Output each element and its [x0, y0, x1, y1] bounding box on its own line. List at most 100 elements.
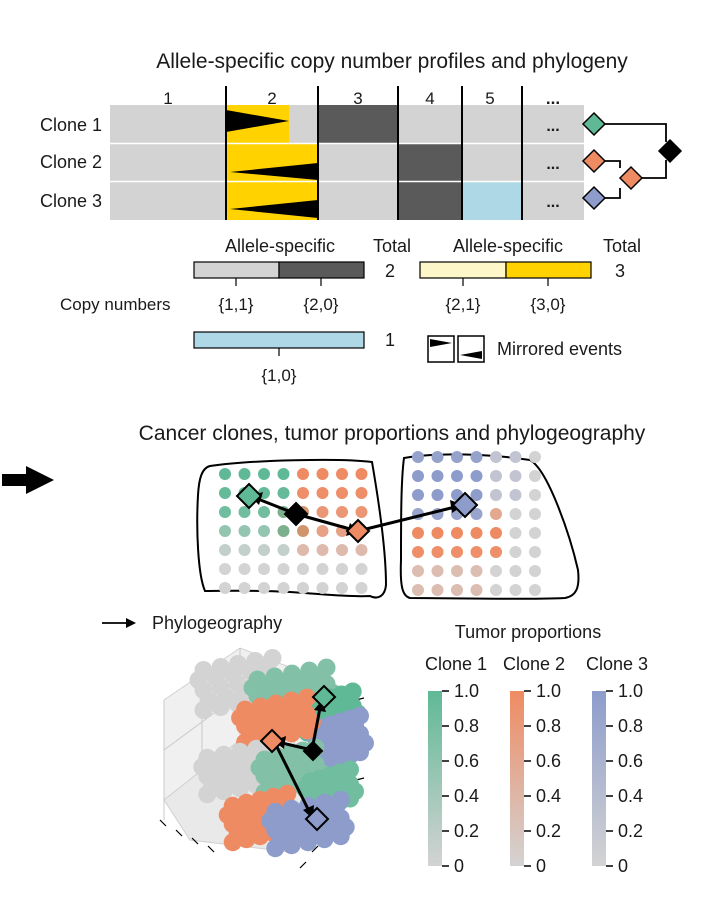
- spot: [490, 565, 502, 577]
- spot: [431, 470, 444, 482]
- map-clone2-diamond-icon: [345, 518, 371, 544]
- colorbar-tick-label: 0.2: [454, 821, 479, 841]
- spot: [238, 544, 251, 556]
- spot: [219, 506, 231, 518]
- segment-labels: 1 2 3 4 5 ...: [163, 89, 560, 108]
- spot: [258, 544, 270, 556]
- colorbar-tick-label: 1.0: [454, 681, 479, 701]
- top-title: Allele-specific copy number profiles and…: [156, 50, 628, 73]
- spot: [529, 527, 541, 539]
- point: [223, 833, 242, 852]
- spot: [431, 565, 444, 577]
- colorbar-tick-label: 0: [536, 856, 546, 876]
- spot: [258, 506, 270, 518]
- spot: [470, 489, 483, 501]
- colorbar-tick-label: 0.8: [536, 716, 561, 736]
- legend-swatch-11: [193, 261, 280, 279]
- spot: [297, 582, 309, 594]
- legend-swatch-10: [193, 331, 365, 349]
- spot-grid-left: [219, 468, 368, 594]
- spot: [316, 525, 329, 537]
- spot: [355, 468, 368, 480]
- spot: [470, 527, 483, 539]
- clone-label-3: Clone 3: [40, 191, 102, 211]
- colorbar-clone1: [428, 691, 442, 866]
- colorbar-tick-label: 1.0: [618, 681, 643, 701]
- spot: [431, 584, 444, 596]
- spot: [412, 489, 424, 501]
- wedge-clone2-seg2: [230, 163, 318, 180]
- point: [231, 779, 249, 798]
- spot: [412, 546, 424, 558]
- root-diamond-icon: [657, 138, 683, 164]
- spot: [412, 451, 424, 463]
- ellipsis-clone1: ...: [546, 118, 559, 135]
- colorbar-tick-label: 0.4: [536, 786, 561, 806]
- spot: [451, 584, 463, 596]
- 3d-clone1-diamond-icon: [311, 684, 337, 710]
- spot: [316, 544, 329, 556]
- spot: [490, 546, 502, 558]
- tumor-proportions-title: Tumor proportions: [455, 622, 601, 642]
- cell-clone2-seg4: [398, 144, 462, 181]
- clone-label-1: Clone 1: [40, 115, 102, 135]
- spot: [412, 527, 424, 539]
- spot: [316, 487, 329, 499]
- tumor-proportions: Tumor proportions Clone 1 Clone 2 Clone …: [425, 622, 648, 876]
- spot: [277, 563, 290, 575]
- spot: [490, 508, 502, 520]
- spot: [297, 525, 309, 537]
- spot: [509, 565, 522, 577]
- spot: [219, 487, 231, 499]
- spot: [297, 563, 309, 575]
- wedge-clone3-seg2: [230, 200, 318, 218]
- spot: [258, 468, 270, 480]
- segment-label-5: 5: [485, 89, 494, 108]
- spot: [529, 489, 541, 501]
- spot: [355, 582, 368, 594]
- map-clone1-diamond-icon: [235, 482, 263, 510]
- colorbar-tick-label: 0: [454, 856, 464, 876]
- 3d-clone3-diamond-icon: [304, 806, 330, 832]
- phylogeography-2d: [235, 482, 479, 544]
- spot: [336, 487, 348, 499]
- legend-total-3: 3: [615, 261, 625, 281]
- legend-cn-11: {1,1}: [219, 295, 254, 314]
- legend-cn-30: {3,0}: [531, 295, 566, 314]
- spot: [336, 582, 348, 594]
- spot: [509, 584, 522, 596]
- spot: [277, 487, 290, 499]
- colorbar-tick-label: 0: [618, 856, 628, 876]
- colorbar-tick-label: 0.4: [454, 786, 479, 806]
- cell-clone3-seg4: [398, 182, 462, 220]
- 3d-root-diamond-icon: [302, 740, 324, 762]
- point: [299, 833, 317, 852]
- spot: [316, 506, 329, 518]
- clone1-diamond-icon: [581, 111, 607, 137]
- spot: [509, 508, 522, 520]
- phylogeography-label: Phylogeography: [152, 613, 282, 633]
- spot: [336, 544, 348, 556]
- spot-grid-right: [412, 451, 541, 596]
- spot: [529, 508, 541, 520]
- legend-cn-10: {1,0}: [262, 366, 297, 385]
- spot: [336, 506, 348, 518]
- spot: [316, 563, 329, 575]
- spot: [490, 489, 502, 501]
- legend-copy-numbers: Copy numbers: [60, 295, 171, 314]
- spot: [355, 563, 368, 575]
- colorbar-label-clone2: Clone 2: [503, 654, 565, 674]
- spot: [219, 544, 231, 556]
- legend-total-left: Total: [373, 236, 411, 256]
- colorbar-tick-label: 0.2: [618, 821, 643, 841]
- spot: [316, 468, 329, 480]
- spot: [355, 506, 368, 518]
- spot: [509, 489, 522, 501]
- phylogeography-legend: Phylogeography: [102, 613, 282, 633]
- point: [297, 721, 316, 740]
- map-clone3-diamond-icon: [451, 491, 479, 519]
- colorbar-tick-label: 0.4: [618, 786, 643, 806]
- spot: [509, 546, 522, 558]
- colorbar-tick-label: 0.8: [618, 716, 643, 736]
